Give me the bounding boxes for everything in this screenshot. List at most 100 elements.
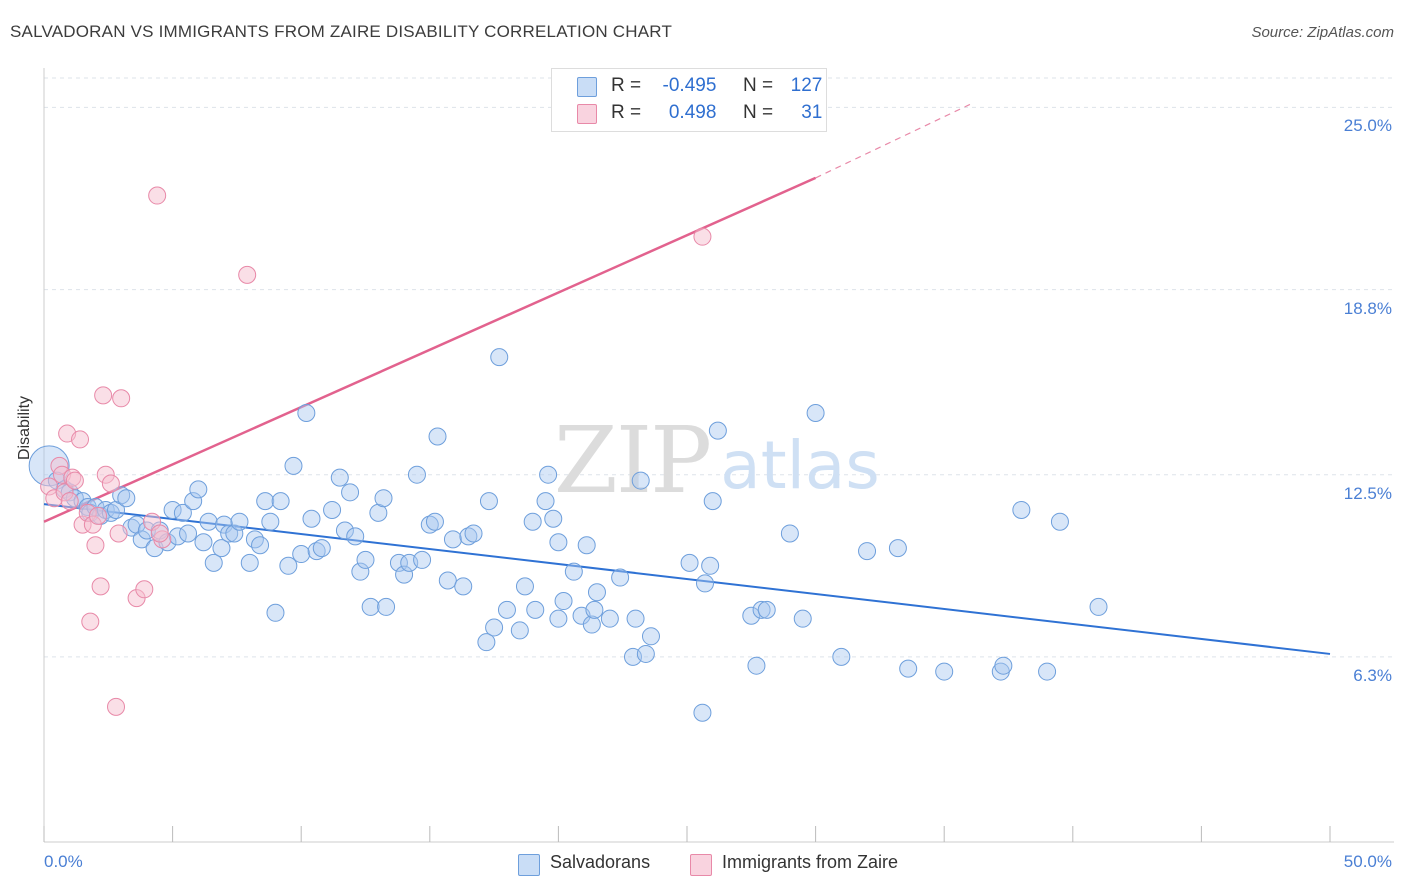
- point-zaire: [71, 430, 90, 449]
- point-salvadoran: [832, 647, 851, 666]
- point-zaire: [238, 265, 257, 284]
- point-zaire: [112, 389, 131, 408]
- point-salvadoran: [1050, 512, 1069, 531]
- bottom-legend-label: Immigrants from Zaire: [722, 852, 899, 872]
- data-points: [28, 186, 1108, 722]
- point-salvadoran: [307, 542, 326, 561]
- point-zaire: [94, 386, 113, 405]
- point-salvadoran: [490, 348, 509, 367]
- point-salvadoran: [464, 524, 483, 543]
- point-salvadoran: [708, 421, 727, 440]
- legend-n-value: 127: [790, 75, 823, 96]
- axes: [43, 68, 1394, 843]
- y-tick-label: 18.8%: [1343, 298, 1392, 318]
- point-salvadoran: [497, 600, 516, 619]
- trend-line-zaire: [43, 176, 817, 523]
- point-salvadoran: [351, 562, 370, 581]
- point-salvadoran: [297, 403, 316, 422]
- bottom-legend-swatch-pink: [690, 854, 712, 876]
- point-salvadoran: [204, 553, 223, 572]
- point-salvadoran: [577, 536, 596, 555]
- legend-r-label: R =: [611, 102, 642, 123]
- point-salvadoran: [292, 545, 311, 564]
- x-tick-label-min: 0.0%: [44, 852, 83, 871]
- point-salvadoran: [302, 509, 321, 528]
- point-salvadoran: [780, 524, 799, 543]
- point-salvadoran: [696, 574, 715, 593]
- point-zaire: [693, 227, 712, 246]
- y-tick-label: 12.5%: [1343, 483, 1392, 503]
- point-salvadoran: [199, 512, 218, 531]
- point-salvadoran: [438, 571, 457, 590]
- point-salvadoran: [454, 577, 473, 596]
- point-salvadoran: [377, 597, 396, 616]
- point-salvadoran: [189, 480, 208, 499]
- point-salvadoran: [240, 553, 259, 572]
- source-label: Source: ZipAtlas.com: [1251, 24, 1394, 41]
- point-salvadoran: [752, 600, 771, 619]
- point-salvadoran: [443, 530, 462, 549]
- point-salvadoran: [544, 509, 563, 528]
- legend-r-label: R =: [611, 75, 642, 96]
- point-zaire: [60, 492, 79, 511]
- watermark-atlas: atlas: [720, 427, 880, 504]
- bottom-legend-swatch-blue: [518, 854, 540, 876]
- point-zaire: [89, 506, 108, 525]
- bottom-legend-label: Salvadorans: [550, 852, 651, 872]
- point-salvadoran: [564, 562, 583, 581]
- point-salvadoran: [585, 600, 604, 619]
- point-salvadoran: [356, 550, 375, 569]
- point-salvadoran: [230, 512, 249, 531]
- point-salvadoran: [179, 524, 198, 543]
- legend-swatch-blue: [577, 77, 597, 97]
- point-salvadoran: [428, 427, 447, 446]
- point-salvadoran: [994, 656, 1013, 675]
- point-salvadoran: [626, 609, 645, 628]
- point-salvadoran: [641, 627, 660, 646]
- legend-n-value: 31: [801, 102, 823, 123]
- point-salvadoran: [225, 524, 244, 543]
- trend-line-zaire-extension: [815, 103, 971, 179]
- point-salvadoran: [341, 483, 360, 502]
- point-salvadoran: [611, 568, 630, 587]
- point-salvadoran: [132, 530, 151, 549]
- point-salvadoran: [1089, 597, 1108, 616]
- point-zaire: [135, 580, 154, 599]
- point-salvadoran: [747, 656, 766, 675]
- point-salvadoran: [899, 659, 918, 678]
- point-salvadoran: [523, 512, 542, 531]
- point-salvadoran: [220, 524, 239, 543]
- point-salvadoran: [582, 615, 601, 634]
- point-zaire: [107, 697, 126, 716]
- point-salvadoran: [420, 515, 439, 534]
- point-salvadoran: [479, 492, 498, 511]
- point-salvadoran: [742, 606, 761, 625]
- point-salvadoran: [539, 465, 558, 484]
- point-zaire: [65, 471, 84, 490]
- y-tick-label: 6.3%: [1353, 665, 1392, 685]
- point-salvadoran: [312, 539, 331, 558]
- point-salvadoran: [510, 621, 529, 640]
- point-salvadoran: [346, 527, 365, 546]
- point-zaire: [148, 186, 167, 205]
- point-salvadoran: [374, 489, 393, 508]
- point-salvadoran: [279, 556, 298, 575]
- point-zaire: [109, 524, 128, 543]
- watermark: ZIP atlas: [554, 407, 880, 514]
- point-salvadoran: [330, 468, 349, 487]
- point-zaire: [81, 612, 100, 631]
- x-tick-label-max: 50.0%: [1343, 852, 1392, 871]
- point-zaire: [86, 536, 105, 555]
- point-salvadoran: [631, 471, 650, 490]
- y-tick-label: 25.0%: [1343, 116, 1392, 136]
- legend-n-label: N =: [742, 75, 774, 96]
- point-salvadoran: [194, 533, 213, 552]
- point-salvadoran: [757, 600, 776, 619]
- point-salvadoran: [888, 539, 907, 558]
- point-zaire: [91, 577, 110, 596]
- point-salvadoran: [793, 609, 812, 628]
- point-salvadoran: [703, 492, 722, 511]
- point-salvadoran: [858, 542, 877, 561]
- point-salvadoran: [261, 512, 280, 531]
